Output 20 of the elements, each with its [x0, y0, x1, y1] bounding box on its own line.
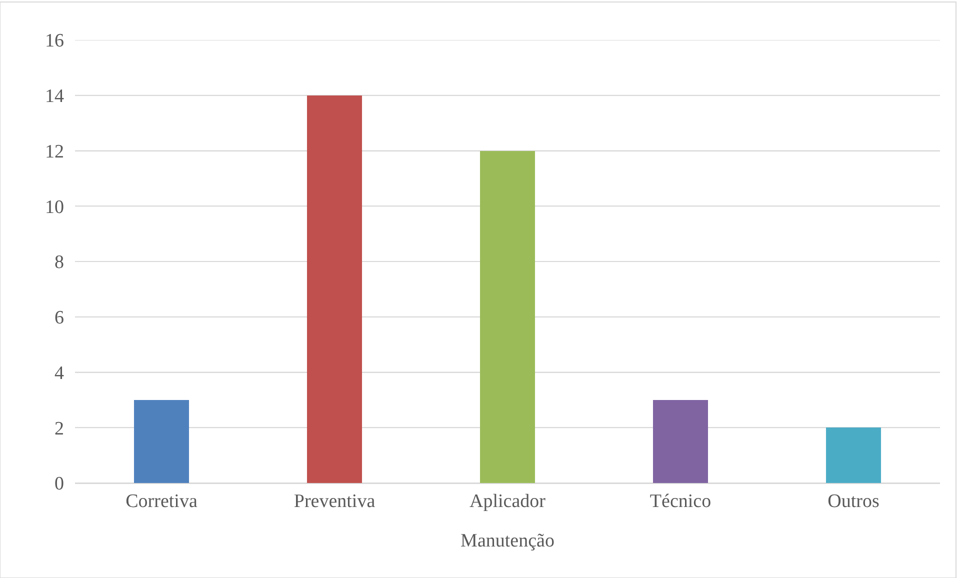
x-tick-label: Outros	[828, 490, 880, 512]
y-tick-label: 0	[54, 474, 64, 495]
bar	[480, 150, 536, 483]
y-tick-label: 16	[45, 30, 64, 52]
x-tick-label: Preventiva	[294, 490, 376, 512]
y-tick-label: 12	[45, 141, 64, 162]
y-tick-label: 10	[45, 196, 64, 218]
y-tick-label: 14	[45, 86, 64, 108]
bar	[652, 400, 708, 483]
x-tick-label: Corretiva	[126, 490, 198, 512]
x-tick-label: Técnico	[650, 490, 712, 512]
y-tick-label: 8	[54, 252, 64, 274]
x-tick-label: Aplicador	[470, 490, 546, 512]
bar	[306, 95, 362, 483]
y-tick-label: 2	[54, 418, 64, 440]
y-tick-label: 4	[54, 362, 64, 384]
y-tick-label: 6	[54, 308, 64, 329]
bar	[134, 400, 190, 483]
bar	[826, 428, 882, 483]
x-axis-title: Manutenção	[460, 530, 554, 552]
